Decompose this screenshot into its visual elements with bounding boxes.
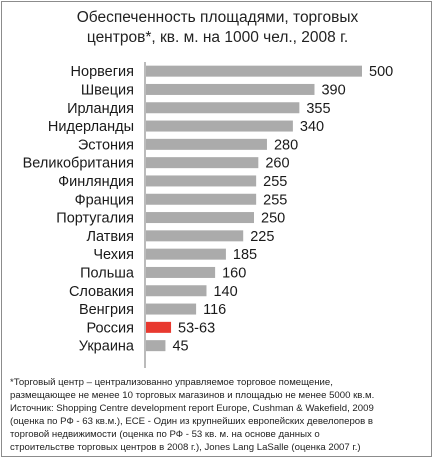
category-label: Ирландия bbox=[67, 101, 134, 117]
value-label: 160 bbox=[222, 265, 246, 281]
category-label: Чехия bbox=[93, 247, 134, 263]
category-label: Словакия bbox=[69, 284, 134, 300]
bar bbox=[146, 138, 267, 150]
chart-title: Обеспеченность площадями, торговых центр… bbox=[76, 9, 359, 46]
value-label: 260 bbox=[265, 156, 289, 172]
bar-chart: Норвегия 500 Швеция 390 Ирландия 355 Нидерланд… bbox=[23, 62, 393, 368]
category-label: Франция bbox=[75, 192, 134, 208]
value-label: 340 bbox=[300, 119, 324, 135]
bar bbox=[146, 303, 197, 315]
value-label: 355 bbox=[306, 101, 330, 117]
category-label: Нидерланды bbox=[48, 119, 134, 135]
category-label: Норвегия bbox=[71, 64, 134, 80]
bar bbox=[146, 83, 315, 95]
value-label: 45 bbox=[172, 339, 188, 355]
bar bbox=[146, 321, 172, 333]
bar bbox=[146, 285, 207, 297]
category-label: Эстония bbox=[78, 137, 134, 153]
bar bbox=[146, 193, 257, 205]
bar bbox=[146, 175, 257, 187]
category-label: Швеция bbox=[81, 82, 134, 98]
value-label: 116 bbox=[203, 302, 226, 318]
category-label: Португалия bbox=[56, 211, 134, 227]
value-label: 225 bbox=[250, 229, 274, 245]
value-label: 255 bbox=[263, 174, 287, 190]
category-label: Украина bbox=[79, 339, 135, 355]
bar bbox=[146, 65, 362, 77]
value-label: 140 bbox=[213, 284, 237, 300]
category-label: Венгрия bbox=[79, 302, 134, 318]
value-label: 390 bbox=[321, 82, 345, 98]
value-label: 255 bbox=[263, 192, 287, 208]
bar bbox=[146, 340, 166, 352]
bar bbox=[146, 102, 300, 114]
value-label: 53-63 bbox=[178, 320, 215, 336]
category-label: Польша bbox=[80, 265, 135, 281]
category-label: Финляндия bbox=[58, 174, 134, 190]
category-label: Великобритания bbox=[23, 156, 134, 172]
category-label: Россия bbox=[86, 320, 134, 336]
bar bbox=[146, 230, 244, 242]
bar bbox=[146, 248, 226, 260]
value-label: 250 bbox=[261, 211, 285, 227]
bar bbox=[146, 120, 293, 132]
value-label: 185 bbox=[233, 247, 257, 263]
value-label: 500 bbox=[369, 64, 393, 80]
bar bbox=[146, 212, 254, 224]
value-label: 280 bbox=[274, 137, 298, 153]
footnote: *Торговый центр – централизованно управл… bbox=[10, 377, 375, 453]
bar bbox=[146, 266, 216, 278]
category-label: Латвия bbox=[86, 229, 134, 245]
bar bbox=[146, 157, 259, 169]
